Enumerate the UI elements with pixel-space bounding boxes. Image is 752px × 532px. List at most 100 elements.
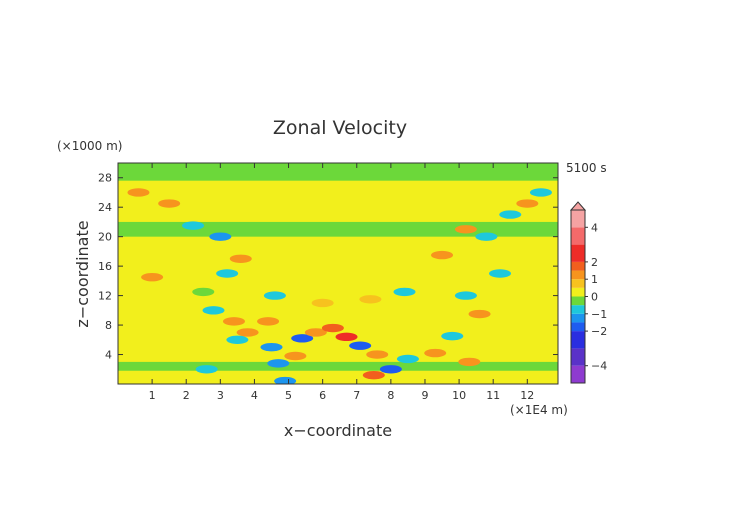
colorbar: 4 2 1 0 −1 −2 −4 [569,201,607,384]
x-tick-label: 3 [217,389,224,402]
y-axis-ticks: 4 8 12 16 20 24 28 [98,172,558,362]
x-tick-label: 2 [183,389,190,402]
colorbar-tick-label: 1 [591,273,598,286]
plot-frame [117,162,559,385]
y-tick-label: 16 [98,260,112,273]
x-tick-label: 8 [387,389,394,402]
y-tick-label: 20 [98,231,112,244]
field-feature [274,376,297,384]
field-band [118,370,558,384]
field-feature [475,232,498,241]
colorbar-level [571,244,585,262]
field-band [118,361,558,371]
colorbar-level [571,313,585,323]
colorbar-tick-label: 2 [591,256,598,269]
field-feature [396,354,419,364]
colorbar-level [571,365,585,383]
field-feature [366,350,389,359]
x-tick-label: 1 [149,389,156,402]
field-feature [158,199,181,208]
field-feature [192,287,215,297]
colorbar-level [571,305,585,314]
field-feature [349,341,372,350]
x-axis-label: x−coordinate [284,421,392,440]
colorbar-level [571,279,585,288]
field-feature [226,335,249,344]
x-tick-label: 9 [421,389,428,402]
heatmap-plot-area [118,163,558,384]
y-multiplier-label: (×1000 m) [57,139,122,153]
field-background [118,163,558,384]
field-feature [291,334,314,343]
colorbar-level [571,270,585,280]
field-feature [222,317,245,326]
colorbar-tick-label: −1 [591,308,607,321]
y-tick-label: 4 [105,349,112,362]
field-feature [257,317,280,326]
colorbar-tick-label: −4 [591,360,607,373]
time-label: 5100 s [566,161,607,175]
field-feature [260,342,283,352]
colorbar-level [571,287,585,297]
colorbar-level [571,331,585,349]
y-tick-label: 8 [105,319,112,332]
field-feature [321,323,344,333]
field-feature [263,291,286,300]
field-feature [458,357,481,367]
colorbar-extend-arrow [569,201,587,211]
x-multiplier-label: (×1E4 m) [510,403,568,417]
field-feature [216,269,239,278]
field-feature [267,359,290,368]
colorbar-level [571,348,585,366]
x-tick-label: 5 [285,389,292,402]
field-feature [362,370,385,380]
x-tick-label: 7 [353,389,360,402]
field-feature [441,331,464,341]
field-feature [182,221,205,230]
colorbar-tick-label: 0 [591,291,598,304]
chart-title: Zonal Velocity [273,117,407,139]
field-feature [424,348,447,358]
x-axis-ticks: 1 2 3 4 5 6 7 8 9 10 11 12 [149,163,534,402]
field-feature [335,332,358,342]
colorbar-level [571,261,585,271]
field-feature [431,250,454,260]
field-feature [489,269,512,278]
x-tick-label: 4 [251,389,258,402]
field-feature [359,295,382,304]
y-tick-label: 28 [98,172,112,185]
x-tick-label: 6 [319,389,326,402]
field-feature [393,287,416,297]
field-feature [229,254,252,263]
field-feature [499,210,522,219]
y-tick-label: 12 [98,290,112,303]
field-feature [284,351,307,361]
field-feature [468,309,491,319]
y-tick-label: 24 [98,201,112,214]
y-axis-label: z−coordinate [73,220,92,327]
field-feature [311,298,334,308]
field-feature [529,188,552,197]
field-band [118,163,558,181]
colorbar-level [571,210,585,228]
colorbar-level [571,296,585,306]
field-band [118,221,558,237]
field-feature [127,188,150,197]
field-feature [454,225,477,234]
field-feature [236,328,259,337]
colorbar-level [571,227,585,245]
colorbar-level [571,322,585,332]
field-feature [304,328,327,337]
x-tick-label: 11 [486,389,500,402]
x-tick-label: 10 [452,389,466,402]
colorbar-tick-label: 4 [591,221,598,234]
field-feature [209,232,232,241]
field-feature [202,306,225,315]
field-feature [454,291,477,300]
field-feature [516,199,539,208]
colorbar-tick-label: −2 [591,325,607,338]
field-feature [141,272,164,282]
x-tick-label: 12 [520,389,534,402]
field-feature [379,365,402,374]
